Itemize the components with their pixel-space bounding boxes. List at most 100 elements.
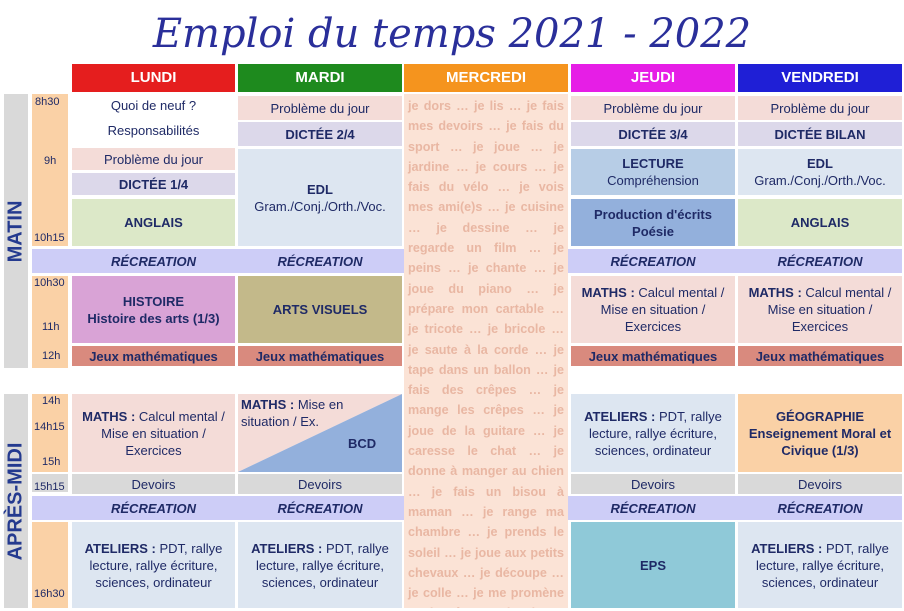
header-lundi: LUNDI	[72, 64, 235, 92]
header-jeudi: JEUDI	[571, 64, 735, 92]
lundi-recreation-pm: RÉCREATION	[111, 500, 196, 516]
time-label: 12h	[42, 350, 61, 362]
mardi-maths-pm: MATHS : Mise en situation / Ex.	[241, 396, 361, 430]
header-mercredi: MERCREDI	[404, 64, 568, 92]
side-matin: MATIN	[4, 94, 28, 368]
mardi-recreation-pm: RÉCREATION	[277, 500, 363, 516]
jeudi-maths: MATHS : Calcul mental / Mise en situatio…	[571, 276, 735, 343]
mardi-dictee: DICTÉE 2/4	[238, 122, 402, 146]
vendredi-edl: EDL Gram./Conj./Orth./Voc.	[738, 149, 902, 195]
vendredi-maths: MATHS : Calcul mental / Mise en situatio…	[738, 276, 902, 343]
header-vendredi: VENDREDI	[738, 64, 902, 92]
vendredi-devoirs: Devoirs	[738, 474, 902, 494]
lundi-devoirs: Devoirs	[72, 474, 235, 494]
recreation-band-pm-right	[568, 496, 902, 520]
time-block-afternoon-1	[32, 394, 68, 472]
jeudi-eps: EPS	[571, 522, 735, 608]
time-label: 14h	[42, 395, 61, 407]
jeudi-maths-label: MATHS :	[581, 285, 635, 300]
lundi-ateliers-text: PDT, rallye lecture, rallye écriture, sc…	[89, 540, 223, 590]
vendredi-geographie: GÉOGRAPHIE Enseignement Moral et Civique…	[738, 394, 902, 472]
jeudi-production: Production d'écrits Poésie	[571, 199, 735, 246]
jeudi-ateliers-text: PDT, rallye lecture, rallye écriture, sc…	[589, 408, 722, 458]
time-label: 9h	[44, 155, 57, 167]
vendredi-edl-title: EDL	[807, 156, 833, 171]
side-apres-midi: APRÈS-MIDI	[4, 394, 28, 608]
vendredi-geo-title: GÉOGRAPHIE	[775, 408, 865, 424]
time-label: 10h30	[34, 277, 65, 289]
time-block-morning-1	[32, 94, 68, 246]
time-label: 15h15	[34, 481, 65, 493]
lundi-histoire: HISTOIRE Histoire des arts (1/3)	[72, 276, 235, 343]
vendredi-probleme: Problème du jour	[738, 96, 902, 120]
jeudi-jeux: Jeux mathématiques	[571, 346, 735, 366]
mercredi-activities: je dors … je lis … je fais mes devoirs ……	[404, 94, 568, 608]
lundi-maths-pm-text: Calcul mental / Mise en situation / Exer…	[101, 408, 225, 458]
vendredi-ateliers-text: PDT, rallye lecture, rallye écriture, sc…	[756, 540, 889, 590]
mardi-maths-bcd: MATHS : Mise en situation / Ex. BCD	[238, 394, 402, 472]
lundi-quoi-de-neuf: Quoi de neuf ?	[110, 97, 197, 113]
recreation-band-left	[32, 249, 404, 273]
time-label: 10h15	[34, 232, 65, 244]
vendredi-dictee: DICTÉE BILAN	[738, 122, 902, 146]
time-block-devoirs	[32, 474, 68, 492]
mardi-ateliers-label: ATELIERS :	[251, 540, 323, 556]
mardi-edl-sub: Gram./Conj./Orth./Voc.	[254, 198, 386, 214]
recreation-band-right	[568, 249, 902, 273]
mardi-edl-title: EDL	[307, 181, 333, 197]
time-label: 8h30	[35, 96, 60, 108]
vendredi-anglais: ANGLAIS	[738, 199, 902, 246]
header-mardi: MARDI	[238, 64, 402, 92]
mardi-maths-pm-text: Mise en situation / Ex.	[241, 397, 344, 429]
jeudi-ateliers: ATELIERS : PDT, rallye lecture, rallye é…	[571, 394, 735, 472]
jeudi-maths-text: Calcul mental / Mise en situation / Exer…	[600, 285, 725, 334]
mardi-recreation: RÉCREATION	[277, 253, 363, 269]
jeudi-recreation-pm: RÉCREATION	[610, 500, 696, 516]
lundi-histoire-sub: Histoire des arts (1/3)	[87, 310, 220, 326]
vendredi-geo-sub: Enseignement Moral et Civique (1/3)	[748, 425, 892, 458]
jeudi-ateliers-label: ATELIERS :	[584, 408, 656, 424]
time-block-afternoon-2	[32, 522, 68, 608]
jeudi-probleme: Problème du jour	[571, 96, 735, 120]
time-label: 14h15	[34, 421, 65, 433]
lundi-maths-pm-label: MATHS :	[82, 408, 136, 424]
vendredi-ateliers-label: ATELIERS :	[751, 540, 823, 556]
lundi-ateliers: ATELIERS : PDT, rallye lecture, rallye é…	[72, 522, 235, 608]
lundi-recreation: RÉCREATION	[111, 253, 196, 269]
time-label: 11h	[42, 321, 60, 333]
mardi-bcd: BCD	[348, 436, 377, 451]
jeudi-lecture: LECTURE Compréhension	[571, 149, 735, 195]
mardi-ateliers-text: PDT, rallye lecture, rallye écriture, sc…	[256, 540, 389, 590]
vendredi-maths-label: MATHS :	[748, 285, 802, 300]
jeudi-production-title: Production d'écrits	[594, 206, 712, 222]
mardi-maths-pm-label: MATHS :	[241, 397, 295, 412]
mardi-edl: EDL Gram./Conj./Orth./Voc.	[238, 149, 402, 246]
mardi-ateliers: ATELIERS : PDT, rallye lecture, rallye é…	[238, 522, 402, 608]
mardi-probleme: Problème du jour	[238, 96, 402, 120]
lundi-ateliers-label: ATELIERS :	[84, 540, 156, 556]
vendredi-ateliers: ATELIERS : PDT, rallye lecture, rallye é…	[738, 522, 902, 608]
jeudi-recreation: RÉCREATION	[610, 253, 696, 269]
time-label: 15h	[42, 456, 61, 468]
lundi-responsabilites: Responsabilités	[107, 122, 200, 138]
jeudi-poesie: Poésie	[632, 223, 674, 239]
lundi-dictee: DICTÉE 1/4	[72, 173, 235, 195]
mardi-split-shape	[238, 394, 402, 472]
lundi-probleme: Problème du jour	[72, 148, 235, 170]
jeudi-devoirs: Devoirs	[571, 474, 735, 494]
vendredi-jeux: Jeux mathématiques	[738, 346, 902, 366]
mardi-arts-visuels: ARTS VISUELS	[238, 276, 402, 343]
time-block-morning-2	[32, 276, 68, 368]
jeudi-dictee: DICTÉE 3/4	[571, 122, 735, 146]
vendredi-edl-sub: Gram./Conj./Orth./Voc.	[754, 173, 886, 188]
lundi-anglais: ANGLAIS	[72, 199, 235, 246]
vendredi-recreation: RÉCREATION	[777, 253, 863, 269]
vendredi-recreation-pm: RÉCREATION	[777, 500, 863, 516]
vendredi-maths-text: Calcul mental / Mise en situation / Exer…	[767, 285, 892, 334]
mardi-jeux: Jeux mathématiques	[238, 346, 402, 366]
lundi-histoire-title: HISTOIRE	[122, 293, 185, 309]
jeudi-lecture-sub: Compréhension	[607, 173, 699, 188]
time-label: 16h30	[34, 588, 65, 600]
mardi-devoirs: Devoirs	[238, 474, 402, 494]
lundi-jeux: Jeux mathématiques	[72, 346, 235, 366]
